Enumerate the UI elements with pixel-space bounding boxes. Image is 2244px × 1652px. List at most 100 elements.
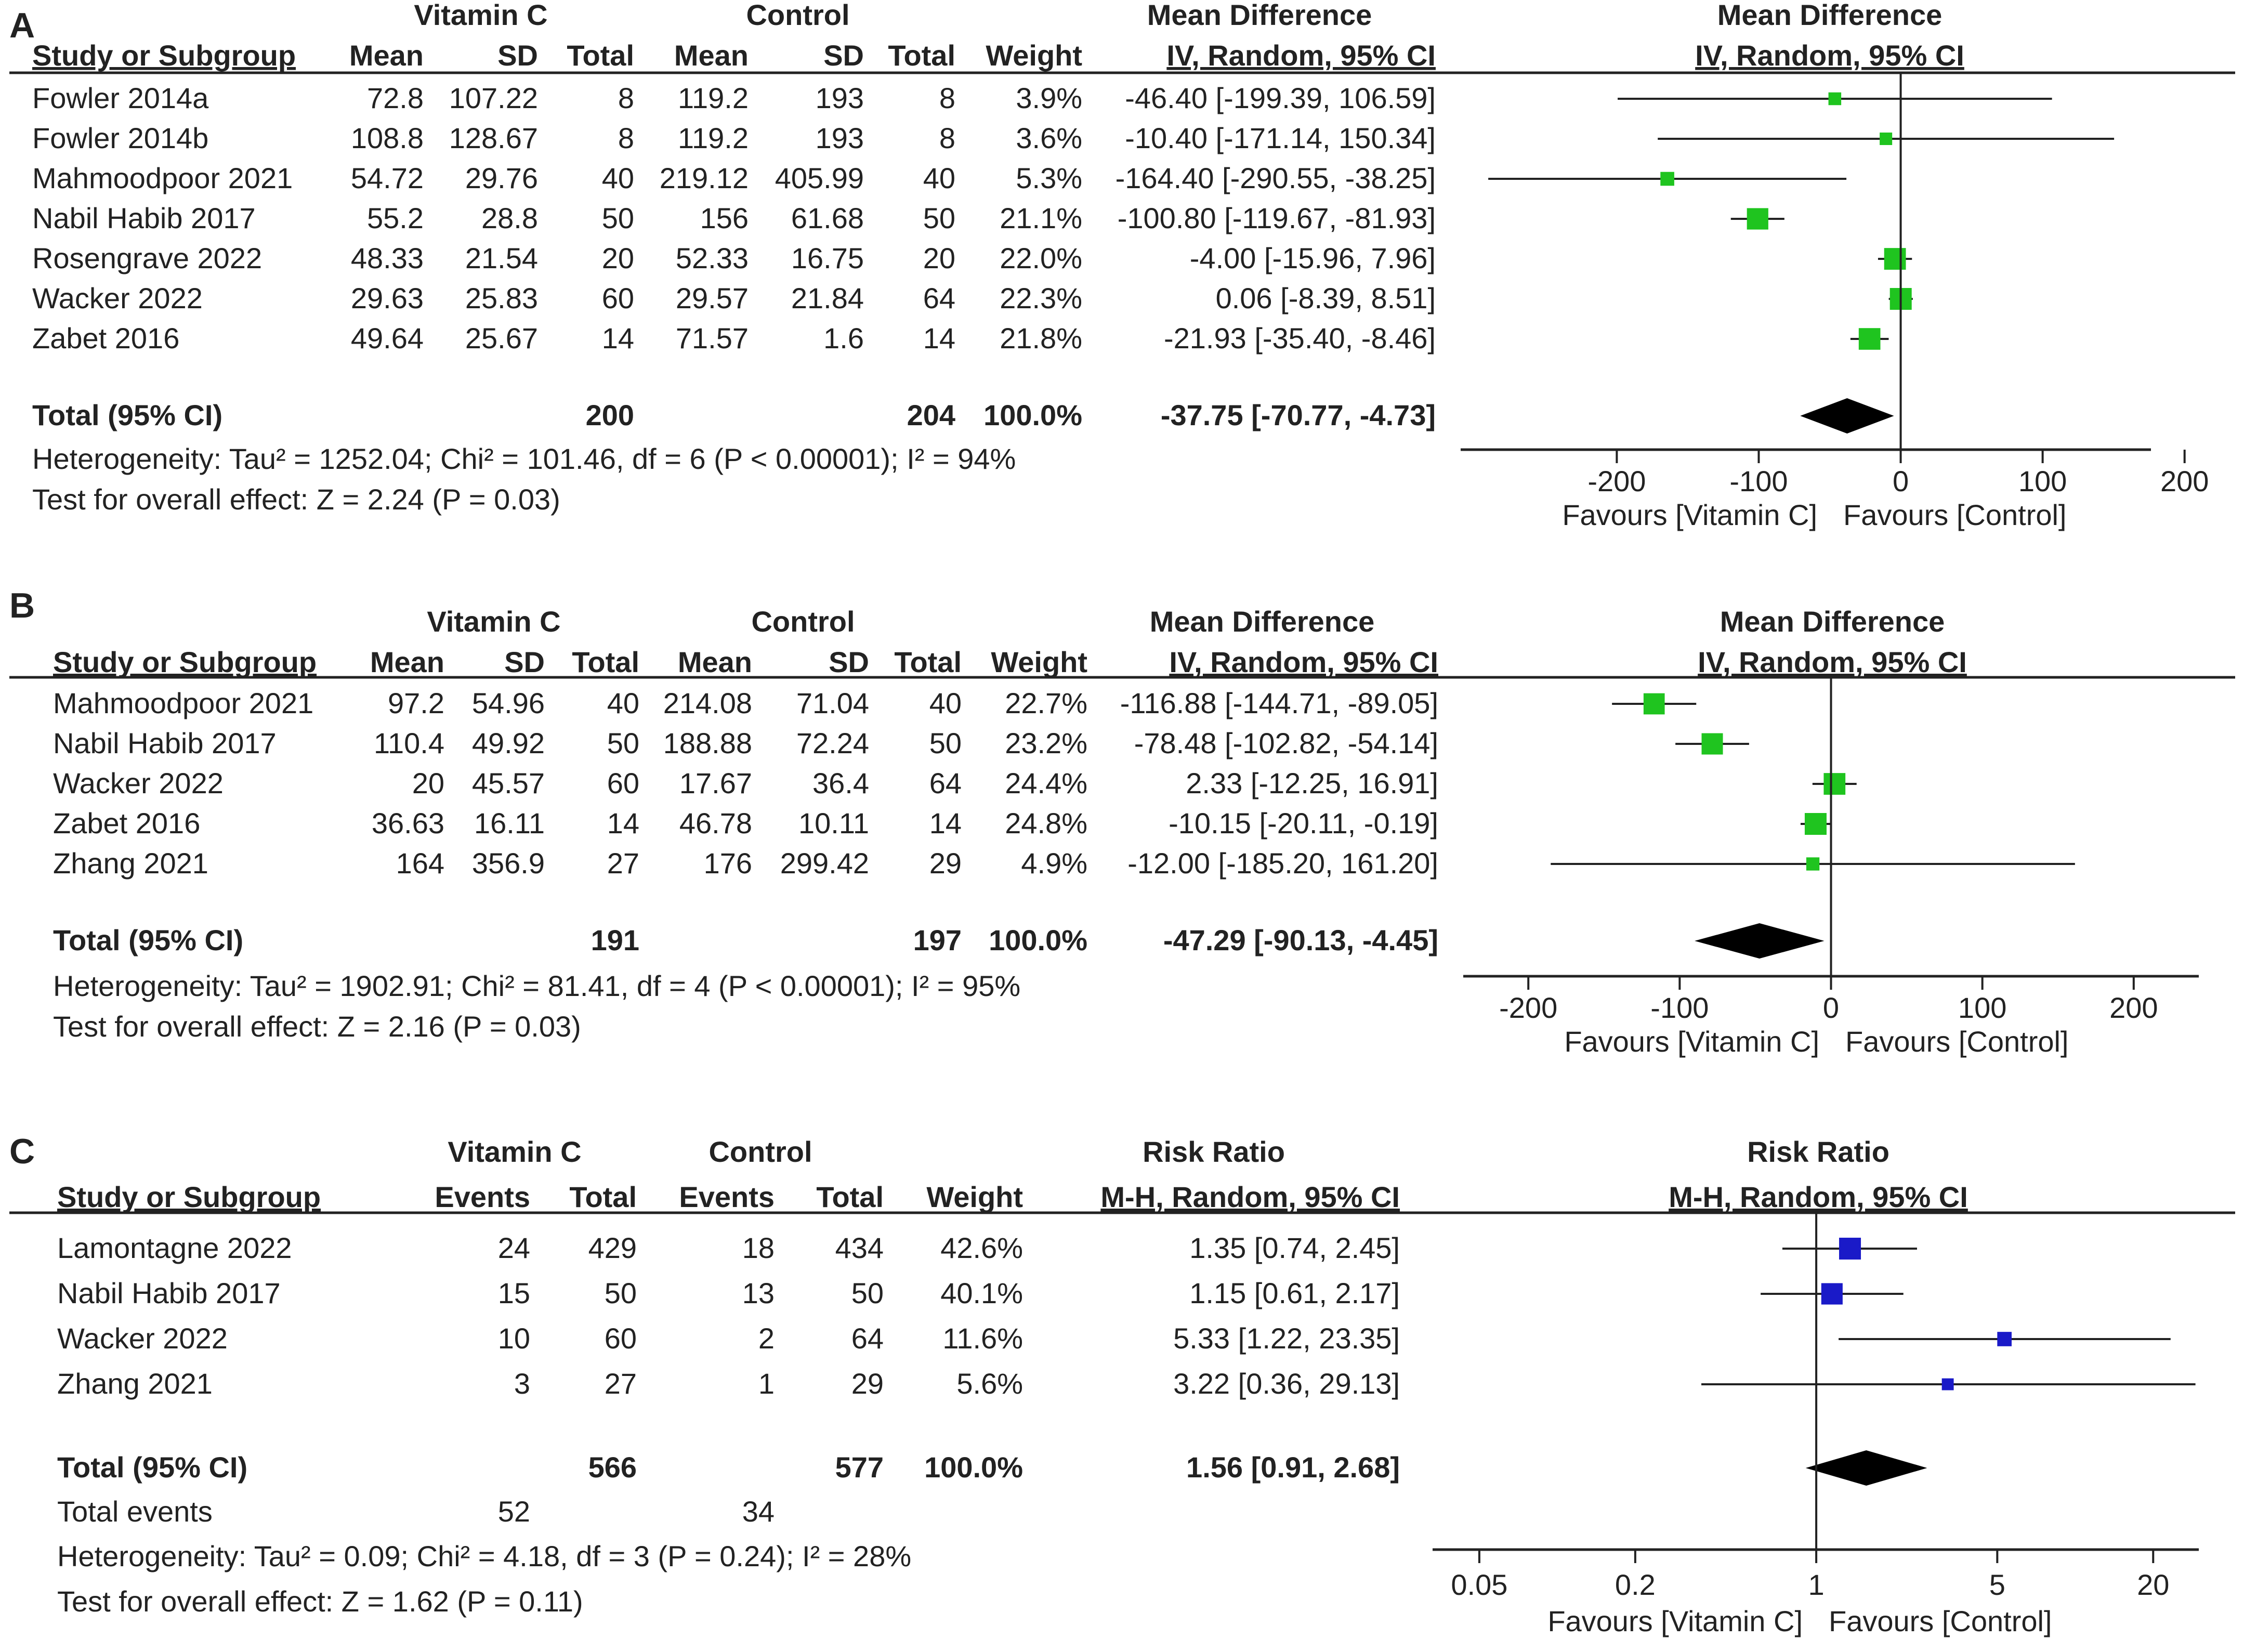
x-tick-label: 100 [1958,991,2006,1024]
group1-total: 50 [607,727,639,759]
group1-grand-total: 566 [588,1451,637,1484]
total-events-row: Total events 52 34 [57,1495,775,1528]
group1-events: 10 [498,1322,530,1355]
group1-total-header: Total [572,646,639,678]
group1-mean: 55.2 [367,202,424,234]
favours-right-label: Favours [Control] [1845,1025,2069,1058]
group2-sd-header: SD [823,39,864,72]
study-column-header: Study or Subgroup [32,39,296,72]
group1-events-header: Events [435,1181,530,1213]
study-weight: 22.3% [1000,282,1082,314]
group2-header: Control [751,605,855,638]
favours-left-label: Favours [Vitamin C] [1564,1025,1819,1058]
study-row: Mahmoodpoor 2021 54.72 29.76 40 219.12 405.99… [32,162,1847,194]
group2-total: 14 [923,322,955,355]
total-row: Total (95% CI) 566 577 100.0% 1.56 [0.91, 2.… [57,1450,1927,1486]
study-name: Lamontagne 2022 [57,1231,292,1264]
group1-total: 429 [588,1231,637,1264]
group1-mean: 97.2 [388,687,444,719]
study-point-marker [1701,733,1723,755]
x-tick-label: 100 [2018,465,2067,497]
study-name: Fowler 2014a [32,82,209,114]
x-tick-label: -200 [1499,991,1557,1024]
plot-method-header: M-H, Random, 95% CI [1669,1181,1968,1213]
study-row: Rosengrave 2022 48.33 21.54 20 52.33 16.75 20 2… [32,242,1912,274]
study-point-marker [1997,1332,2012,1346]
pooled-estimate-diamond [1800,398,1894,434]
group2-sd: 71.04 [796,687,869,719]
group2-mean: 71.57 [676,322,749,355]
group2-total-header: Total [888,39,955,72]
study-point-marker [1806,857,1820,871]
study-weight: 4.9% [1021,847,1087,880]
group2-events: 18 [742,1231,775,1264]
study-point-marker [1823,773,1846,795]
group1-mean-header: Mean [349,39,424,72]
x-tick-label: 200 [2109,991,2158,1024]
group2-sd: 10.11 [798,807,869,840]
group1-total: 8 [618,122,634,154]
study-weight: 23.2% [1005,727,1087,759]
group2-total: 14 [929,807,962,840]
group2-header: Control [746,0,849,31]
group1-total: 40 [602,162,634,194]
panel-c: C Vitamin C Control Risk Ratio Risk Ratio Stu… [9,1132,2235,1637]
group1-total: 20 [602,242,634,274]
group2-mean: 119.2 [678,82,749,114]
study-row: Zabet 2016 49.64 25.67 14 71.57 1.6 14 21.8% -21… [32,322,1889,355]
study-row: Nabil Habib 2017 15 50 13 50 40.1% 1.15 [0.61,… [57,1277,1904,1309]
group1-mean: 164 [396,847,444,880]
group1-sd: 128.67 [449,122,538,154]
group2-mean: 219.12 [660,162,749,194]
group1-total: 50 [605,1277,637,1309]
group2-total: 64 [923,282,955,314]
group2-sd: 299.42 [780,847,869,880]
plot-measure-header: Risk Ratio [1747,1135,1889,1168]
study-name: Wacker 2022 [57,1322,228,1355]
x-tick-label: -100 [1729,465,1788,497]
group1-mean: 20 [412,767,444,799]
group1-total: 8 [618,82,634,114]
favours-right-label: Favours [Control] [1829,1605,2052,1637]
study-weight: 11.6% [942,1322,1023,1355]
group1-total: 50 [602,202,634,234]
study-weight: 21.1% [1000,202,1082,234]
study-point-marker [1858,328,1881,350]
group1-total-events: 52 [498,1495,530,1528]
group1-sd-header: SD [504,646,545,678]
panel-label: A [9,6,35,45]
group1-total: 27 [607,847,639,880]
group2-total: 20 [923,242,955,274]
study-name: Nabil Habib 2017 [57,1277,281,1309]
group2-total-header: Total [816,1181,884,1213]
group2-sd: 193 [816,82,864,114]
study-point-marker [1828,92,1842,106]
total-weight: 100.0% [924,1451,1023,1484]
group2-events: 1 [758,1367,775,1400]
group1-total: 27 [605,1367,637,1400]
group1-mean: 72.8 [367,82,424,114]
study-row: Wacker 2022 29.63 25.83 60 29.57 21.84 64 22.3%… [32,282,1913,314]
group2-total-header: Total [894,646,962,678]
group2-total: 50 [851,1277,884,1309]
measure-header: Mean Difference [1150,605,1375,638]
group2-sd: 1.6 [823,322,864,355]
study-name: Fowler 2014b [32,122,208,154]
plot-method-header: IV, Random, 95% CI [1695,39,1964,72]
study-row: Mahmoodpoor 2021 97.2 54.96 40 214.08 71.04 40… [53,687,1697,719]
study-point-marker [1643,693,1665,715]
x-tick-label: 0 [1893,465,1909,497]
study-weight: 5.3% [1016,162,1082,194]
total-label: Total (95% CI) [32,399,222,431]
group1-total: 60 [607,767,639,799]
total-weight: 100.0% [989,924,1087,956]
study-weight: 42.6% [940,1231,1023,1264]
group2-mean: 46.78 [679,807,752,840]
group2-events: 13 [742,1277,775,1309]
group2-mean-header: Mean [678,646,752,678]
study-point-marker [1821,1283,1843,1305]
study-ci-text: -21.93 [-35.40, -8.46] [1164,322,1436,355]
group1-total: 14 [607,807,639,840]
study-ci-text: 5.33 [1.22, 23.35] [1173,1322,1400,1355]
